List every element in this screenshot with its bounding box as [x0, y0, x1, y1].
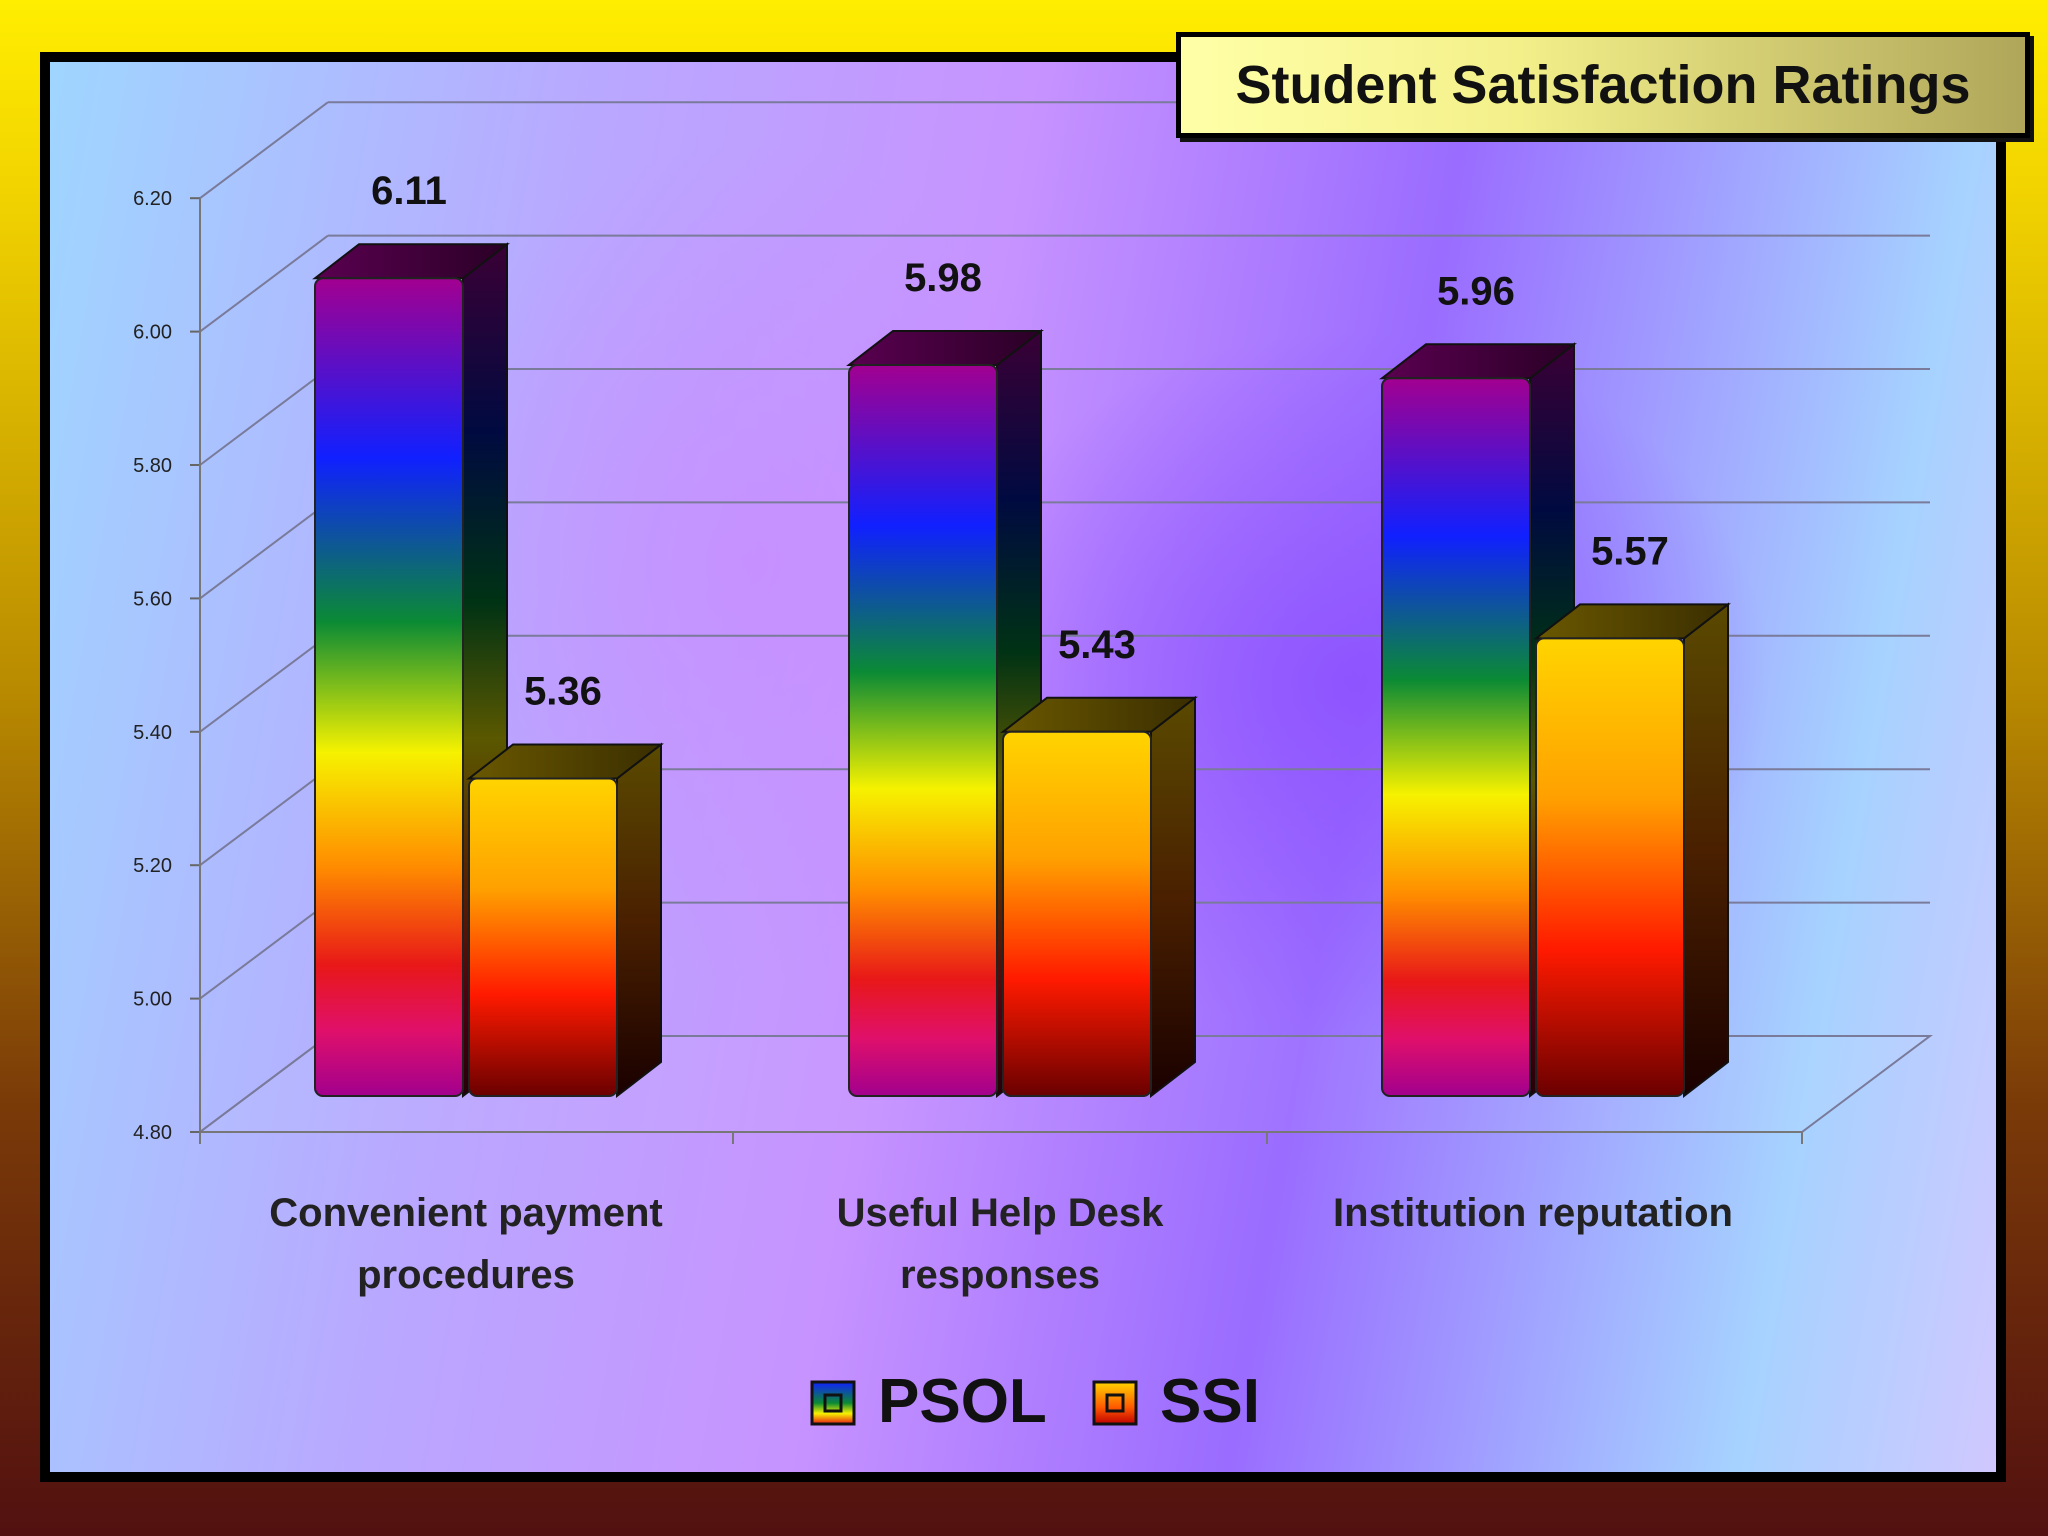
legend-label: SSI	[1160, 1367, 1260, 1436]
legend-label: PSOL	[878, 1367, 1047, 1436]
gridline-side	[199, 501, 329, 600]
axes: 4.80 5.00 5.20 5.40 5.60 5.80 6.00 6.20	[133, 188, 1803, 1144]
data-label: 5.96	[1437, 269, 1515, 313]
bar-ssi-3	[1533, 602, 1731, 1099]
y-tick-label: 6.00	[133, 322, 172, 344]
data-label: 5.98	[904, 256, 982, 300]
bar-front	[848, 363, 998, 1097]
y-tick-label: 5.80	[133, 455, 172, 477]
gridline-side	[199, 768, 329, 867]
legend-swatch	[810, 1380, 856, 1426]
legend-swatch-inner	[1105, 1393, 1125, 1413]
y-tick-label: 5.00	[133, 989, 172, 1011]
y-tick-label: 5.40	[133, 722, 172, 744]
bar-front	[1535, 637, 1685, 1097]
bar-front	[468, 777, 618, 1097]
data-label: 5.36	[524, 669, 602, 713]
legend: PSOL SSI	[810, 1367, 1260, 1436]
labels: 6.11 5.98 5.96 5.36 5.43 5.57 Convenient payme…	[269, 169, 1733, 1297]
y-tick-label: 6.20	[133, 188, 172, 210]
gridline-side	[199, 901, 329, 1000]
category-label-line: Convenient payment	[269, 1191, 662, 1235]
gridline-side	[199, 234, 329, 333]
category-label: Convenient payment procedures	[269, 1191, 662, 1297]
category-label: Useful Help Desk responses	[837, 1191, 1165, 1297]
bar-side	[1150, 695, 1196, 1099]
bar-side	[616, 742, 662, 1099]
bar-front	[314, 277, 464, 1098]
legend-item-ssi: SSI	[1092, 1367, 1260, 1436]
legend-swatch-inner	[823, 1393, 843, 1413]
chart-title-box: Student Satisfaction Ratings	[1176, 32, 2030, 138]
category-label-line: procedures	[357, 1253, 575, 1297]
gridline-side	[199, 634, 329, 733]
chart-title: Student Satisfaction Ratings	[1235, 55, 1971, 115]
category-label-line: Institution reputation	[1333, 1191, 1733, 1235]
data-label: 5.57	[1591, 529, 1669, 573]
legend-item-psol: PSOL	[810, 1367, 1047, 1436]
category-label-line: responses	[900, 1253, 1100, 1297]
bar-front	[1002, 730, 1152, 1097]
y-tick-label: 5.20	[133, 855, 172, 877]
bar-ssi-2	[1000, 695, 1198, 1099]
category-label: Institution reputation	[1333, 1191, 1733, 1235]
legend-swatch	[1092, 1380, 1138, 1426]
data-label: 5.43	[1058, 623, 1136, 667]
bar-ssi-1	[466, 742, 664, 1099]
y-tick-label: 5.60	[133, 588, 172, 610]
category-label-line: Useful Help Desk	[837, 1191, 1165, 1235]
gridline-side	[199, 368, 329, 466]
y-tick-label: 4.80	[133, 1122, 172, 1144]
bar-side	[1683, 602, 1729, 1099]
gridline-side	[199, 101, 329, 199]
bars	[312, 242, 1731, 1099]
data-label: 6.11	[371, 169, 447, 213]
bar-front	[1381, 377, 1531, 1097]
